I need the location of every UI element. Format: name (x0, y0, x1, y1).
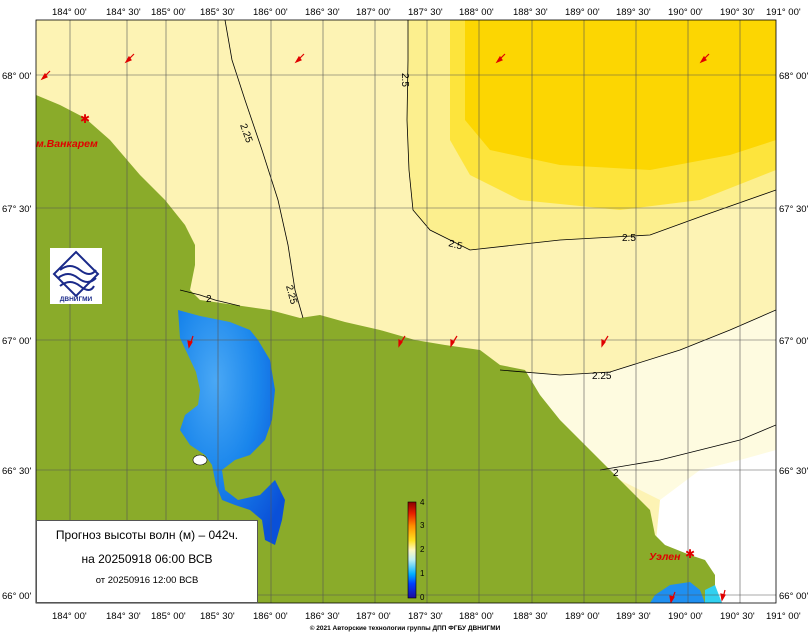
lon-tick-label: 186° 00' (253, 611, 288, 622)
lon-tick-label: 184° 30' (106, 7, 141, 18)
lat-tick-label: 66° 30' (779, 466, 809, 477)
lon-tick-label: 190° 00' (668, 611, 703, 622)
arrow-marker (699, 53, 710, 64)
lon-tick-label: 189° 00' (565, 7, 600, 18)
lon-tick-label: 190° 00' (668, 7, 703, 18)
lat-tick-label: 66° 00' (2, 591, 32, 602)
lat-tick-label: 66° 00' (779, 591, 809, 602)
copyright: © 2021 Авторские технологии группы ДПП Ф… (310, 624, 501, 632)
lon-ticks-bottom: 184° 00' 184° 30' 185° 00' 185° 30' 186°… (52, 611, 801, 622)
lon-tick-label: 186° 30' (305, 7, 340, 18)
lon-tick-label: 187° 30' (408, 7, 443, 18)
lon-tick-label: 186° 30' (305, 611, 340, 622)
lon-tick-label: 188° 00' (459, 611, 494, 622)
wave-direction-arrows (40, 53, 726, 603)
lon-tick-label: 191° 00' (766, 611, 801, 622)
contour-label: 2 (206, 294, 212, 305)
place-name-uelen: Уэлен (649, 551, 681, 563)
map-frame (35, 19, 777, 604)
lat-tick-label: 67° 00' (2, 336, 32, 347)
arrow-marker (398, 335, 406, 348)
contour-lines (179, 20, 776, 471)
lon-tick-label: 184° 30' (106, 611, 141, 622)
contour-label: 2.25 (592, 371, 612, 382)
lon-tick-label: 189° 00' (565, 611, 600, 622)
lon-ticks-top: 184° 00' 184° 30' 185° 00' 185° 30' 186°… (52, 7, 801, 18)
contour-label: 2.25 (283, 284, 299, 306)
contour-label: 2.5 (399, 73, 410, 87)
place-name-vankarem: м.Ванкарем (36, 138, 98, 150)
lat-tick-label: 67° 00' (779, 336, 809, 347)
lon-tick-label: 187° 00' (356, 611, 391, 622)
lon-tick-label: 184° 00' (52, 7, 87, 18)
forecast-run-date: от 20250916 12:00 ВСВ (95, 575, 199, 586)
colorbar-tick: 3 (420, 521, 425, 530)
lon-tick-label: 187° 00' (356, 7, 391, 18)
lagoon-shallow (178, 310, 285, 545)
lon-tick-label: 189° 30' (616, 7, 651, 18)
sea-zone-3-0 (465, 20, 776, 170)
colorbar-gradient (407, 501, 417, 599)
place-star-vankarem: ✱ (80, 112, 90, 126)
lat-tick-label: 68° 00' (779, 71, 809, 82)
arrow-marker (450, 335, 458, 348)
place-star-uelen: ✱ (685, 547, 695, 561)
small-lake (192, 454, 208, 466)
lon-tick-label: 190° 30' (720, 7, 755, 18)
lat-tick-label: 66° 30' (2, 466, 32, 477)
forecast-info-box: Прогноз высоты волн (м) – 042ч. на 20250… (36, 520, 258, 603)
lon-tick-label: 186° 00' (253, 7, 288, 18)
colorbar-tick: 1 (420, 569, 425, 578)
arrow-marker (495, 53, 506, 64)
lon-tick-label: 190° 30' (720, 611, 755, 622)
colorbar-tick: 2 (420, 545, 425, 554)
logo-text: ДВНИГМИ (60, 296, 93, 303)
arrow-marker (669, 591, 676, 603)
graticule (36, 20, 776, 603)
lat-tick-label: 67° 30' (779, 204, 809, 215)
lon-tick-label: 189° 30' (616, 611, 651, 622)
colorbar-tick: 4 (420, 498, 425, 507)
lon-tick-label: 191° 00' (766, 7, 801, 18)
arrow-marker (601, 335, 609, 348)
lon-tick-label: 185° 00' (151, 611, 186, 622)
arrow-marker (294, 53, 305, 64)
shallow-sea-cyan (705, 585, 722, 603)
lat-tick-label: 68° 00' (2, 71, 32, 82)
lon-tick-label: 188° 30' (513, 7, 548, 18)
contour-label: 2.5 (622, 233, 636, 244)
arrow-marker (40, 70, 51, 81)
forecast-title: Прогноз высоты волн (м) – 042ч. (55, 528, 239, 542)
lon-tick-label: 185° 00' (151, 7, 186, 18)
lon-tick-label: 185° 30' (200, 611, 235, 622)
lon-tick-label: 187° 30' (408, 611, 443, 622)
contour-label: 2.5 (447, 238, 464, 252)
dvnigmi-logo: ДВНИГМИ (50, 248, 102, 304)
shallow-sea-bottom (650, 582, 705, 603)
arrow-marker (187, 335, 194, 349)
lat-ticks: 68° 00' 67° 30' 67° 00' 66° 30' 66° 00' … (2, 71, 809, 602)
map-area: ✱ ✱ 2.25 2.5 2.5 2.5 2.25 2 2.25 2 м.Ван… (36, 20, 776, 603)
contour-label: 2 (613, 468, 619, 479)
land-mass (36, 95, 715, 603)
lon-tick-label: 188° 00' (459, 7, 494, 18)
colorbar-tick: 0 (420, 593, 425, 602)
forecast-valid-date: на 20250918 06:00 ВСВ (81, 552, 213, 566)
colorbar: 0 1 2 3 4 (407, 498, 425, 602)
arrow-marker (124, 53, 135, 64)
lon-tick-label: 188° 30' (513, 611, 548, 622)
lat-tick-label: 67° 30' (2, 204, 32, 215)
lon-tick-label: 184° 00' (52, 611, 87, 622)
lon-tick-label: 185° 30' (200, 7, 235, 18)
arrow-marker (720, 589, 726, 602)
